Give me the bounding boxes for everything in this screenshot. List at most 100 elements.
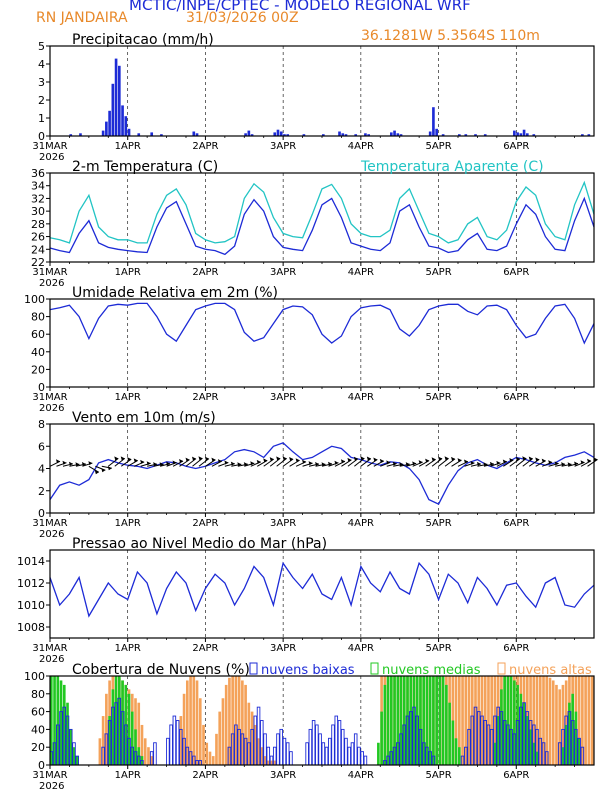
y-tick-label: 40 [31, 346, 45, 359]
bar-Precipitacao [399, 134, 403, 136]
bar-nuvens-baixas [331, 724, 335, 766]
bar-nuvens-medias [377, 742, 380, 765]
bar-nuvens-medias [428, 676, 432, 765]
bar-nuvens-altas [179, 716, 183, 765]
wind-arrow-head [289, 457, 294, 462]
bar-nuvens-altas [186, 680, 189, 765]
bar-nuvens-altas [260, 747, 264, 765]
bar-nuvens-medias [114, 676, 118, 765]
bar-nuvens-medias [393, 676, 396, 765]
bar-nuvens-altas [101, 716, 105, 765]
bar-nuvens-altas [270, 760, 273, 765]
legend-label: nuvens altas [509, 663, 592, 678]
line-Temperatura-Aparente [49, 180, 595, 244]
y-tick-label: 3 [38, 76, 45, 89]
bar-nuvens-baixas [172, 715, 177, 766]
run-datetime: 31/03/2026 00Z [186, 10, 299, 26]
wind-arrow-head [470, 460, 475, 465]
wind-arrow-head [515, 456, 520, 461]
line-2-m-Temperatura [49, 196, 595, 256]
bar-nuvens-baixas [344, 737, 348, 766]
bar-nuvens-medias [448, 702, 451, 765]
chart-title: MCTIC/INPE/CPTEC - MODELO REGIONAL WRF [129, 0, 471, 14]
bar-nuvens-altas [147, 747, 150, 765]
panel-frame [49, 172, 595, 263]
bar-nuvens-baixas [285, 742, 290, 766]
y-tick-label: 26 [31, 231, 45, 244]
x-tick-label: 1APR [115, 770, 141, 781]
bar-Precipitacao [150, 132, 154, 136]
bar-nuvens-altas [461, 676, 464, 765]
bar-nuvens-altas [564, 680, 568, 765]
bar-nuvens-baixas [166, 737, 170, 766]
panel-frame [49, 298, 595, 388]
bar-Precipitacao [118, 65, 121, 136]
legend-label: nuvens medias [382, 663, 481, 678]
bar-nuvens-medias [406, 676, 409, 765]
y-tick-label: 4 [38, 463, 45, 476]
bar-Precipitacao [127, 128, 131, 136]
bar-nuvens-altas [581, 676, 584, 765]
wind-arrow-head [399, 462, 404, 467]
bar-Precipitacao [192, 131, 196, 136]
bar-nuvens-baixas [337, 720, 342, 766]
panel-title: Umidade Relativa em 2m (%) [72, 285, 278, 301]
bar-nuvens-medias [134, 729, 137, 765]
wind-arrow-head [315, 462, 320, 467]
wind-arrow-head [353, 456, 358, 461]
wind-arrow-head [127, 457, 132, 462]
x-tick-label: 4APR [348, 770, 374, 781]
wind-arrow-head [418, 460, 423, 465]
wind-arrow-head [509, 457, 514, 462]
bar-Precipitacao [195, 133, 199, 136]
bar-nuvens-altas [218, 711, 222, 765]
location-label: RN JANDAIRA [36, 10, 128, 26]
x-tick-label: 4APR [348, 267, 374, 278]
bar-nuvens-altas [532, 676, 536, 765]
y-tick-label: 4 [38, 58, 45, 71]
bar-nuvens-altas [105, 693, 108, 765]
wind-arrow [528, 458, 540, 467]
bar-nuvens-altas [189, 676, 192, 765]
bar-Precipitacao [393, 130, 396, 136]
y-tick-label: 60 [31, 328, 45, 341]
bar-nuvens-baixas [279, 728, 283, 766]
wind-arrow-head [412, 461, 417, 466]
wind-arrow-head [405, 462, 410, 467]
x-tick-label: 2APR [192, 392, 218, 403]
wind-arrow-head [425, 458, 430, 463]
bar-Precipitacao [354, 134, 358, 136]
wind-arrow-head [476, 461, 481, 466]
bar-Precipitacao [516, 132, 519, 136]
bar-Precipitacao [247, 130, 251, 136]
y-tick-label: 36 [31, 167, 45, 180]
wind-arrow [107, 457, 119, 467]
wind-arrow-head [120, 456, 125, 461]
bar-Precipitacao [464, 134, 468, 136]
legend-swatch [497, 662, 506, 675]
wind-arrow-head [230, 461, 235, 466]
bar-nuvens-medias [506, 676, 510, 765]
bar-nuvens-altas [150, 756, 154, 765]
bar-nuvens-altas [551, 680, 555, 765]
wind-arrow [347, 458, 359, 467]
bar-nuvens-altas [195, 680, 199, 765]
bar-Precipitacao [105, 121, 108, 136]
wind-arrow [192, 457, 203, 467]
bar-Precipitacao [532, 134, 536, 136]
bar-nuvens-altas [464, 676, 468, 765]
wind-arrow-head [166, 461, 171, 466]
wind-arrow-head [308, 461, 313, 466]
bar-nuvens-altas [211, 756, 215, 765]
wind-arrow [198, 458, 210, 467]
wind-arrow-head [179, 459, 184, 464]
bar-nuvens-medias [529, 729, 532, 765]
wind-arrow-head [587, 458, 592, 463]
bar-nuvens-altas [545, 676, 549, 765]
wind-arrow-head [276, 456, 281, 461]
x-tick-label: 4APR [348, 392, 374, 403]
y-tick-label: 22 [31, 256, 45, 269]
wind-arrow [120, 458, 132, 467]
